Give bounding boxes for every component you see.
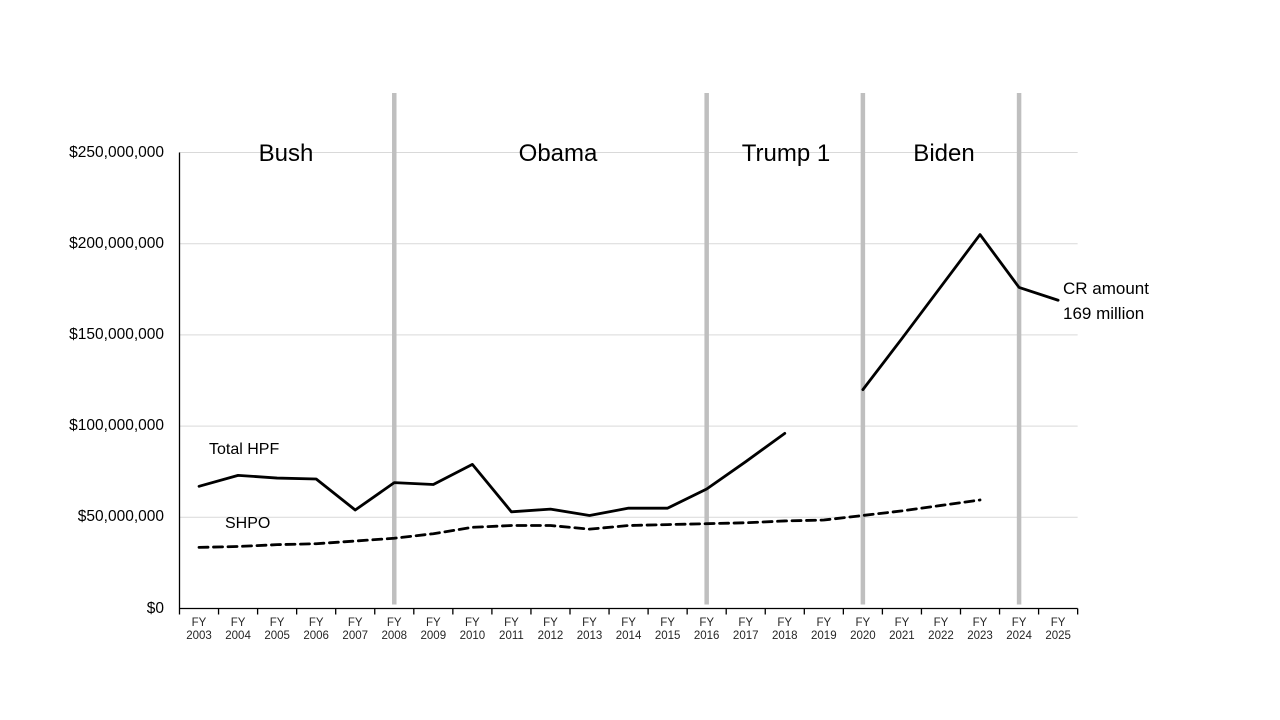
series-label-shpo: SHPO <box>225 515 271 532</box>
x-axis-tick-label-fy2004: FY 2004 <box>225 617 251 642</box>
y-axis-tick-label: $100,000,000 <box>69 417 164 435</box>
series-line-total-hpf <box>861 233 1060 392</box>
x-axis-tick-label-fy2008: FY 2008 <box>381 617 408 642</box>
y-axis-tick-label: $250,000,000 <box>69 143 164 161</box>
x-axis-tick-label-fy2005: FY 2005 <box>264 617 290 642</box>
x-axis-tick-label-fy2009: FY 2009 <box>420 617 447 642</box>
y-axis-tick-label: $0 <box>146 599 164 617</box>
x-axis-tick-label-fy2006: FY 2006 <box>303 617 329 642</box>
x-axis-tick-label-fy2016: FY 2016 <box>693 617 720 642</box>
era-label-trump1: Trump 1 <box>741 140 831 167</box>
series-line-shpo <box>197 498 982 549</box>
x-axis-tick-label-fy2025: FY 2025 <box>1045 617 1071 642</box>
x-axis-tick-label-fy2010: FY 2010 <box>459 617 486 642</box>
x-axis-tick-label-fy2012: FY 2012 <box>537 617 564 642</box>
x-axis-tick-label-fy2015: FY 2015 <box>654 617 681 642</box>
era-label-biden: Biden <box>913 140 975 167</box>
y-axis-tick-label: $50,000,000 <box>77 508 164 526</box>
series-line-total-hpf <box>197 431 787 517</box>
x-axis-tick-label-fy2019: FY 2019 <box>811 617 837 642</box>
x-axis-tick-label-fy2024: FY 2024 <box>1006 617 1032 642</box>
x-axis-tick-label-fy2011: FY 2011 <box>499 617 524 642</box>
series-label-total-hpf: Total HPF <box>209 441 280 458</box>
era-label-bush: Bush <box>258 140 314 167</box>
x-axis-tick-label-fy2017: FY 2017 <box>732 617 759 642</box>
axes <box>178 152 1079 615</box>
x-axis-tick-label-fy2007: FY 2007 <box>342 617 369 642</box>
x-axis-tick-label-fy2013: FY 2013 <box>576 617 603 642</box>
x-axis-tick-label-fy2022: FY 2022 <box>928 617 954 642</box>
y-axis-tick-label: $200,000,000 <box>69 234 164 252</box>
era-label-obama: Obama <box>518 140 598 167</box>
x-axis-tick-label-fy2021: FY 2021 <box>889 617 915 642</box>
cr-amount-annotation-line1: CR amount <box>1063 279 1149 298</box>
cr-amount-annotation: CR amount 169 million <box>1063 276 1149 326</box>
x-axis-tick-label-fy2023: FY 2023 <box>967 617 993 642</box>
x-axis-tick-label-fy2003: FY 2003 <box>186 617 212 642</box>
x-axis-tick-label-fy2014: FY 2014 <box>615 617 642 642</box>
y-axis-tick-label: $150,000,000 <box>69 325 164 343</box>
x-axis-tick-label-fy2018: FY 2018 <box>771 617 798 642</box>
x-axis-tick-label-fy2020: FY 2020 <box>850 617 876 642</box>
cr-amount-annotation-line2: 169 million <box>1063 304 1145 323</box>
